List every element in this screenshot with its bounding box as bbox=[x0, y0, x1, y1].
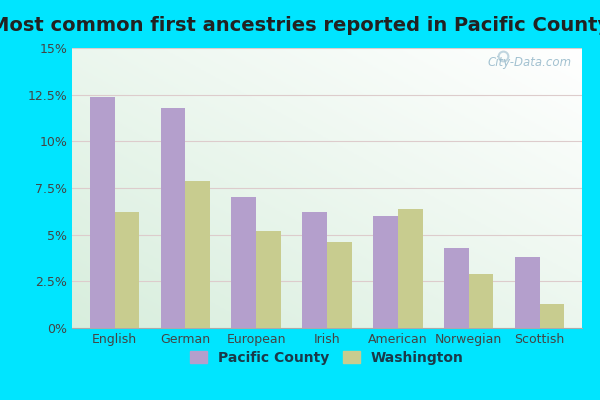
Text: Most common first ancestries reported in Pacific County: Most common first ancestries reported in… bbox=[0, 16, 600, 35]
Bar bbox=[161, 108, 185, 328]
Bar bbox=[232, 197, 256, 328]
Bar bbox=[398, 208, 422, 328]
Bar bbox=[185, 180, 210, 328]
Bar bbox=[90, 96, 115, 328]
Bar bbox=[469, 274, 493, 328]
Bar bbox=[444, 248, 469, 328]
Bar bbox=[327, 242, 352, 328]
Bar bbox=[515, 257, 539, 328]
Text: City-Data.com: City-Data.com bbox=[488, 56, 572, 70]
Bar bbox=[539, 304, 564, 328]
Legend: Pacific County, Washington: Pacific County, Washington bbox=[183, 344, 471, 372]
Bar bbox=[115, 212, 139, 328]
Bar bbox=[256, 231, 281, 328]
Bar bbox=[373, 216, 398, 328]
Bar bbox=[302, 212, 327, 328]
